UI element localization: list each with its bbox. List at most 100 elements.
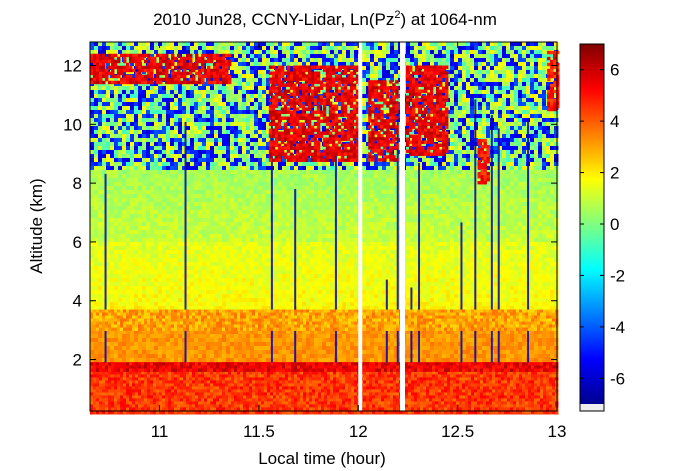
heatmap-cell	[538, 54, 543, 59]
heatmap-cell	[290, 62, 295, 67]
heatmap-cell	[98, 186, 103, 191]
heatmap-cell	[174, 202, 179, 207]
heatmap-cell	[446, 162, 451, 167]
heatmap-cell	[510, 178, 515, 183]
heatmap-cell	[278, 58, 283, 63]
heatmap-cell	[350, 190, 355, 195]
heatmap-cell	[482, 94, 487, 99]
heatmap-cell	[546, 158, 551, 163]
heatmap-cell	[130, 182, 135, 187]
heatmap-cell	[202, 206, 207, 211]
heatmap-cell	[226, 98, 231, 103]
heatmap-cell	[286, 42, 291, 47]
heatmap-cell	[238, 138, 243, 143]
heatmap-cell	[290, 194, 295, 199]
heatmap-cell	[114, 166, 119, 171]
heatmap-cell	[530, 146, 535, 151]
heatmap-cell	[514, 66, 519, 71]
heatmap-cell	[146, 202, 151, 207]
heatmap-cell	[222, 42, 227, 47]
heatmap-cell	[418, 46, 423, 51]
heatmap-cell	[106, 194, 111, 199]
heatmap-cell	[318, 54, 323, 59]
heatmap-cell	[290, 42, 295, 47]
heatmap-cell	[486, 118, 491, 123]
heatmap-cell	[190, 190, 195, 195]
heatmap-cell	[122, 186, 127, 191]
heatmap-cell	[426, 54, 431, 59]
heatmap-cell	[226, 182, 231, 187]
heatmap-cell	[182, 42, 187, 47]
heatmap-cell	[246, 50, 251, 55]
heatmap-cell	[234, 130, 239, 135]
heatmap-cell	[206, 150, 211, 155]
heatmap-cell	[166, 186, 171, 191]
heatmap-cell	[514, 154, 519, 159]
heatmap-cell	[350, 138, 355, 143]
heatmap-cell	[462, 82, 467, 87]
heatmap-cell	[482, 50, 487, 55]
heatmap-cell	[542, 102, 547, 107]
heatmap-cell	[362, 202, 367, 207]
heatmap-cell	[202, 150, 207, 155]
heatmap-cell	[94, 46, 99, 51]
heatmap-cell	[502, 106, 507, 111]
heatmap-cell	[242, 102, 247, 107]
heatmap-cell	[442, 62, 447, 67]
heatmap-cell	[534, 42, 539, 47]
heatmap-cell	[246, 142, 251, 147]
heatmap-cell	[406, 134, 411, 139]
heatmap-cell	[106, 178, 111, 183]
heatmap-cell	[478, 42, 483, 47]
heatmap-cell	[198, 162, 203, 167]
heatmap-cell	[182, 174, 187, 179]
heatmap-cell	[450, 86, 455, 91]
heatmap-cell	[346, 186, 351, 191]
heatmap-cell	[214, 166, 219, 171]
heatmap-cell	[370, 174, 375, 179]
heatmap-cell	[526, 90, 531, 95]
heatmap-cell	[514, 110, 519, 115]
heatmap-cell	[90, 46, 95, 51]
heatmap-cell	[346, 50, 351, 55]
heatmap-cell	[242, 94, 247, 99]
heatmap-cell	[550, 154, 555, 159]
heatmap-cell	[534, 170, 539, 175]
heatmap-cell	[106, 102, 111, 107]
heatmap-cell	[90, 190, 95, 195]
heatmap-cell	[318, 162, 323, 167]
heatmap-cell	[434, 50, 439, 55]
heatmap-cell	[226, 174, 231, 179]
heatmap-cell	[330, 206, 335, 211]
heatmap-cell	[454, 74, 459, 79]
heatmap-cell	[266, 130, 271, 135]
heatmap-cell	[534, 150, 539, 155]
heatmap-cell	[166, 146, 171, 151]
heatmap-cell	[546, 194, 551, 199]
heatmap-cell	[290, 202, 295, 207]
heatmap-cell	[262, 74, 267, 79]
heatmap-cell	[166, 178, 171, 183]
heatmap-cell	[470, 54, 475, 59]
heatmap-cell	[146, 42, 151, 47]
heatmap-cell	[150, 186, 155, 191]
heatmap-cell	[526, 82, 531, 87]
heatmap-cell	[230, 50, 235, 55]
heatmap-cell	[418, 206, 423, 211]
heatmap-cell	[182, 198, 187, 203]
heatmap-cell	[150, 46, 155, 51]
heatmap-cell	[282, 62, 287, 67]
heatmap-cell	[366, 70, 371, 75]
heatmap-cell	[518, 42, 523, 47]
heatmap-cell	[550, 142, 555, 147]
heatmap-cell	[390, 206, 395, 211]
heatmap-cell	[158, 202, 163, 207]
heatmap-cell	[346, 178, 351, 183]
heatmap-cell	[522, 138, 527, 143]
heatmap-cell	[522, 198, 527, 203]
heatmap-cell	[462, 194, 467, 199]
heatmap-cell	[154, 190, 159, 195]
heatmap-cell	[114, 118, 119, 123]
heatmap-cell	[450, 186, 455, 191]
heatmap-cell	[530, 178, 535, 183]
